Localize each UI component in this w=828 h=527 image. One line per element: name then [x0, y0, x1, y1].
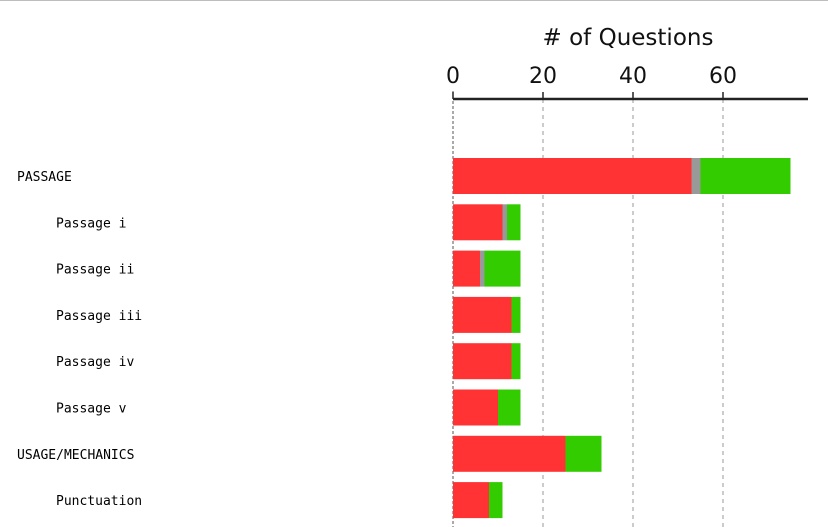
bar-segment [691, 158, 701, 194]
x-tick-label: 60 [709, 64, 737, 89]
category-label: Passage v [56, 402, 127, 417]
bar-segment [502, 204, 507, 241]
category-label: Passage i [56, 216, 126, 231]
category-label: Passage iv [56, 355, 134, 370]
category-label: PASSAGE [17, 170, 72, 185]
bar-segment [498, 389, 521, 426]
bar-segment [453, 343, 512, 380]
x-tick-label: 20 [529, 64, 557, 89]
category-label: Punctuation [56, 494, 142, 509]
bar-segment [453, 296, 512, 333]
category-label: Passage ii [56, 263, 134, 278]
x-axis-title: # of Questions [543, 25, 714, 51]
bar-segment [453, 482, 489, 519]
x-tick-label: 0 [446, 64, 460, 89]
bar-segment [484, 250, 521, 287]
bar-segment [511, 343, 521, 380]
bar-segment [453, 250, 480, 287]
x-tick-label: 40 [619, 64, 647, 89]
bar-segment [565, 435, 602, 472]
bar-segment [511, 296, 521, 333]
bar-segment [453, 158, 692, 194]
bar-segment [700, 158, 791, 194]
bar-segment [507, 204, 521, 241]
category-label: USAGE/MECHANICS [17, 448, 134, 463]
category-label: Passage iii [56, 309, 142, 324]
bar-segment [489, 482, 503, 519]
bar-segment [453, 204, 503, 241]
bar-segment [453, 389, 498, 426]
bar-segment [480, 250, 485, 287]
bar-segment [453, 435, 566, 472]
